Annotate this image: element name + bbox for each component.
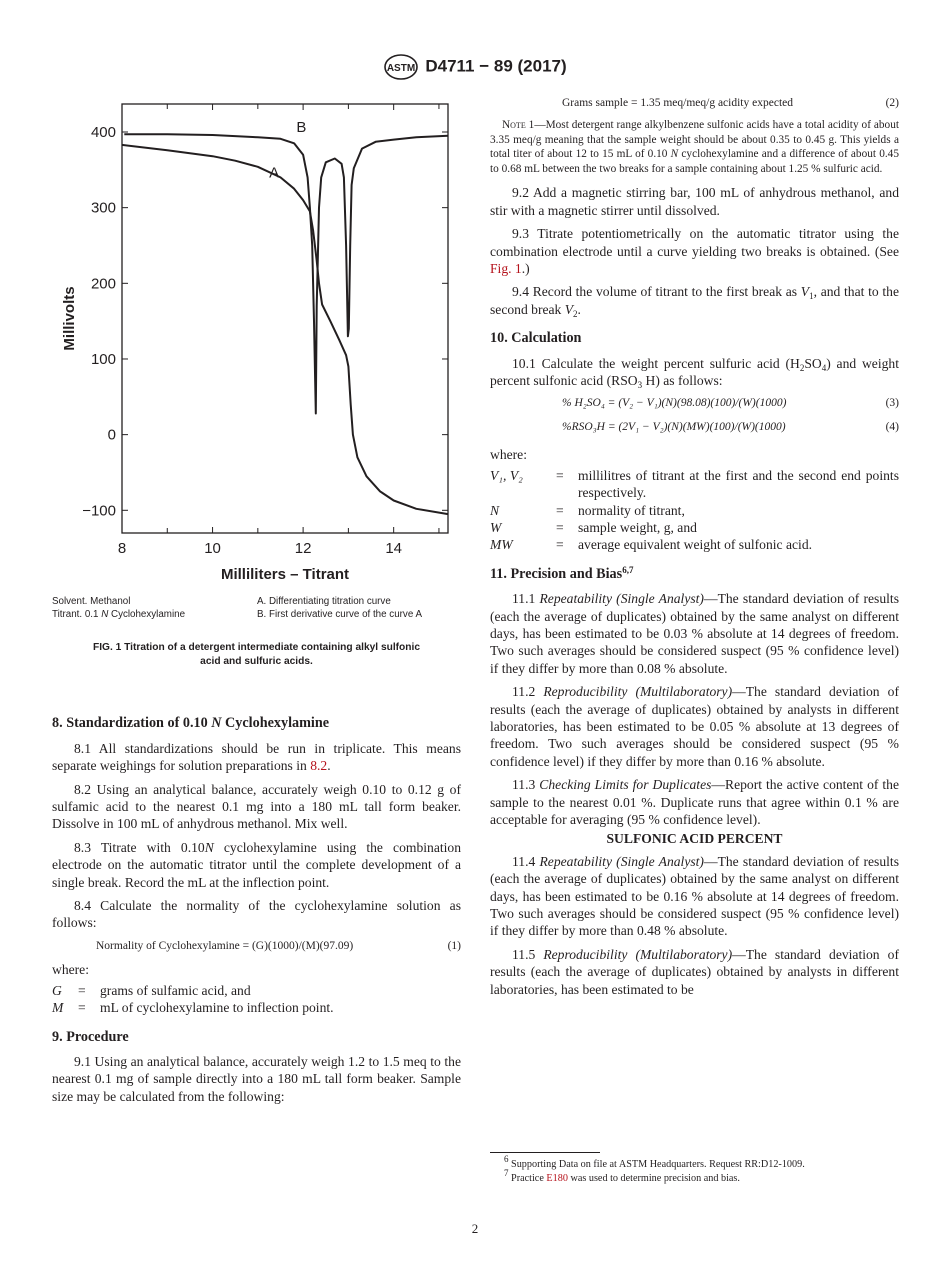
figure-caption: FIG. 1 Titration of a detergent intermed… bbox=[93, 642, 420, 668]
para-11-2: 11.2 Reproducibility (Multilaboratory)—T… bbox=[490, 684, 899, 769]
figure-legend: Solvent. Methanol A. Differentiating tit… bbox=[52, 595, 461, 621]
section-9-heading: 9. Procedure bbox=[52, 1028, 129, 1045]
designation: D4711 − 89 (2017) bbox=[425, 56, 567, 76]
y-tick-label: 100 bbox=[91, 351, 116, 368]
link-8-2[interactable]: 8.2 bbox=[310, 758, 328, 774]
definitions-left: G = grams of sulfamic acid, and M = mL of cy… bbox=[52, 982, 334, 1016]
para-9-4: 9.4 Record the volume of titrant to the … bbox=[490, 284, 900, 319]
footnote-7: 7 Practice E180 was used to determine pr… bbox=[504, 1167, 740, 1184]
para-9-3: 9.3 Titrate potentiometrically on the au… bbox=[490, 226, 899, 277]
para-8-2: 8.2 Using an analytical balance, accurat… bbox=[52, 781, 461, 832]
x-tick-label: 10 bbox=[204, 540, 221, 557]
legend-b: B. First derivative curve of the curve A bbox=[257, 609, 422, 621]
para-10-1: 10.1 Calculate the weight percent sulfur… bbox=[490, 355, 899, 391]
y-tick-label: 400 bbox=[91, 124, 116, 141]
para-9-2: 9.2 Add a magnetic stirring bar, 100 mL … bbox=[490, 185, 899, 218]
para-11-4: 11.4 Repeatability (Single Analyst)—The … bbox=[490, 853, 899, 939]
svg-text:ASTM: ASTM bbox=[387, 63, 415, 74]
where-label: where: bbox=[52, 962, 89, 978]
definitions-right: V₁, V₂ = millilitres of titrant at the fir… bbox=[490, 467, 899, 553]
link-fig-1[interactable]: Fig. 1 bbox=[490, 261, 522, 277]
y-tick-label: −100 bbox=[82, 502, 116, 519]
astm-logo-icon: ASTM bbox=[384, 54, 419, 80]
x-tick-label: 12 bbox=[295, 540, 312, 557]
legend-solvent: Solvent. Methanol bbox=[52, 596, 131, 608]
equation-2: Grams sample = 1.35 meq/meq/g acidity ex… bbox=[562, 97, 899, 109]
page-number: 2 bbox=[471, 1221, 479, 1236]
page-header: ASTM D4711 − 89 (2017) bbox=[0, 54, 950, 80]
x-tick-label: 8 bbox=[118, 540, 126, 557]
legend-a: A. Differentiating titration curve bbox=[257, 596, 391, 608]
para-11-3: 11.3 Checking Limits for Duplicates—Repo… bbox=[490, 777, 900, 827]
para-11-1: 11.1 Repeatability (Single Analyst)—The … bbox=[490, 591, 899, 676]
left-column: 8 10 12 14 400 300 200 100 0 −100 Milliliters – Ti… bbox=[52, 95, 461, 1111]
y-tick-label: 200 bbox=[91, 275, 116, 292]
para-8-4: 8.4 Calculate the normality of the cyclo… bbox=[52, 898, 461, 931]
para-11-5: 11.5 Reproducibility (Multilaboratory)—T… bbox=[490, 946, 899, 997]
para-8-3: 8.3 Titrate with 0.10N cyclohexylamine u… bbox=[52, 839, 462, 890]
x-tick-label: 14 bbox=[385, 540, 402, 557]
y-tick-label: 300 bbox=[91, 200, 116, 217]
y-axis-label: Millivolts bbox=[61, 286, 78, 350]
curve-a bbox=[121, 143, 449, 516]
subheading-sulfonic: SULFONIC ACID PERCENT bbox=[606, 831, 783, 847]
section-8-heading: 8. Standardization of 0.10 N Cyclohexyla… bbox=[52, 715, 330, 732]
where-label: where: bbox=[490, 447, 527, 463]
footnotes: 6 Supporting Data on file at ASTM Headqu… bbox=[490, 1152, 899, 1185]
titration-chart: 8 10 12 14 400 300 200 100 0 −100 Milliliters – Ti… bbox=[61, 103, 449, 583]
plot-frame bbox=[121, 103, 449, 534]
legend-titrant: Titrant. 0.1 N Cyclohexylamine bbox=[52, 609, 186, 621]
section-10-heading: 10. Calculation bbox=[490, 330, 582, 347]
para-9-1: 9.1 Using an analytical balance, accurat… bbox=[52, 1053, 461, 1104]
equation-4: %RSO₃H = (2V₁ − V₂)(N)(MW)(100)/(W)(1000… bbox=[562, 420, 899, 433]
equation-3: % H₂SO₄ = (V₂ − V₁)(N)(98.08)(100)/(W)(1… bbox=[562, 397, 899, 410]
link-e180[interactable]: E180 bbox=[546, 1172, 568, 1184]
section-11-heading: 11. Precision and Bias6,7 bbox=[490, 564, 634, 582]
curve-label-b: B bbox=[296, 119, 306, 136]
curve-label-a: A bbox=[269, 164, 279, 181]
x-axis-label: Milliliters – Titrant bbox=[221, 566, 349, 583]
para-8-1: 8.1 All standardizations should be run i… bbox=[52, 740, 461, 774]
footnote-6: 6 Supporting Data on file at ASTM Headqu… bbox=[504, 1154, 805, 1171]
right-column: Grams sample = 1.35 meq/meq/g acidity ex… bbox=[490, 95, 899, 1004]
footnote-rule bbox=[490, 1152, 600, 1153]
note-1: Note 1—Most detergent range alkylbenzene… bbox=[490, 119, 899, 175]
equation-1: Normality of Cyclohexylamine = (G)(1000)… bbox=[96, 939, 461, 952]
y-tick-label: 0 bbox=[108, 427, 116, 444]
curve-b bbox=[124, 133, 449, 415]
